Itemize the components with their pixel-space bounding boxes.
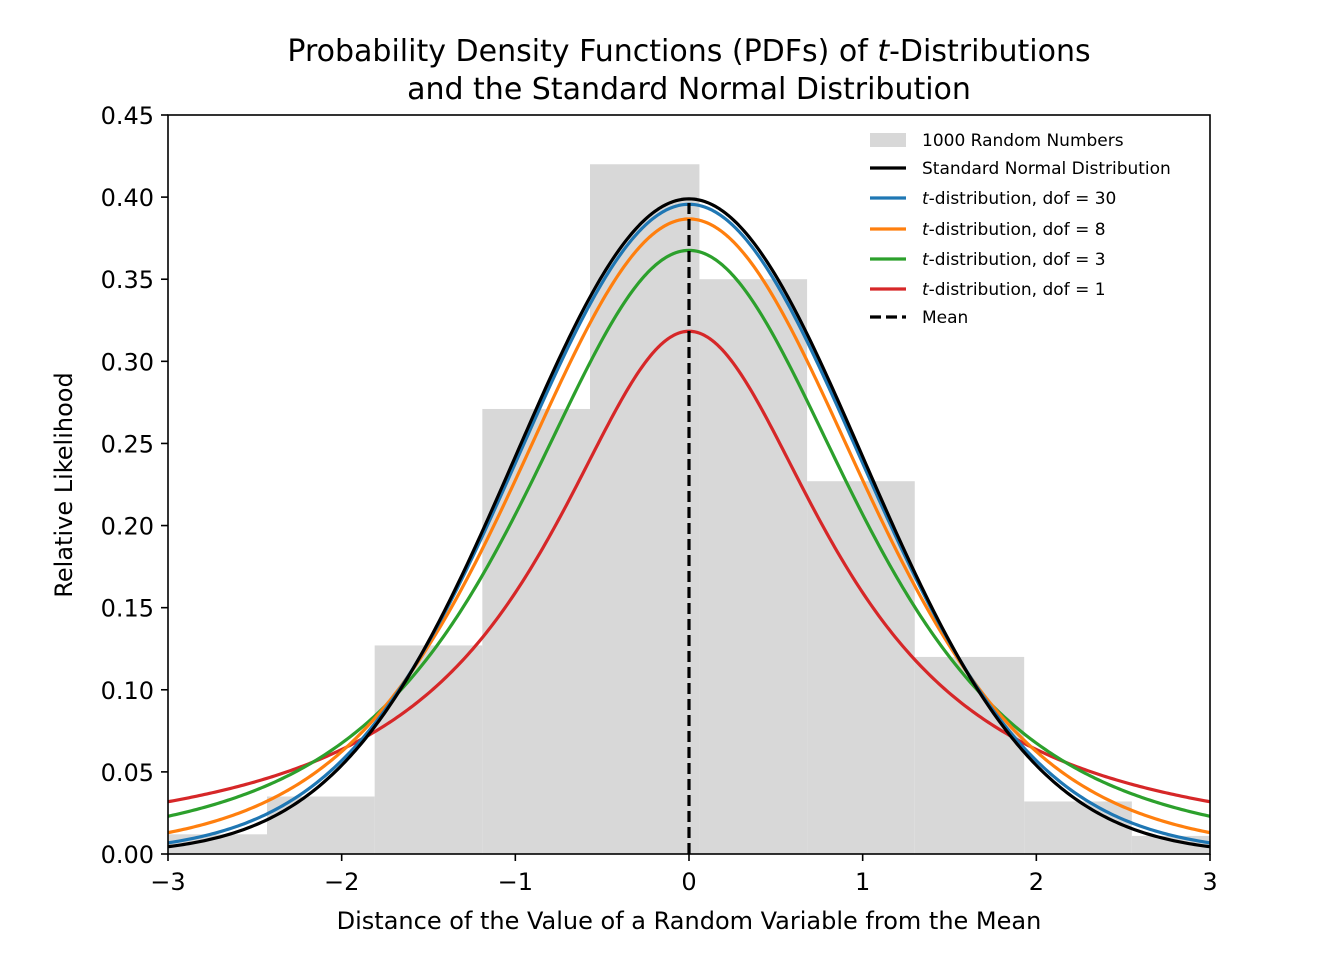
y-tick-label: 0.35: [101, 266, 154, 294]
histogram-bars: [168, 164, 1210, 854]
legend-label-mean: Mean: [922, 308, 968, 328]
x-axis-ticks: −3 −2 −1 0 1 2 3: [150, 854, 1218, 896]
x-tick-label: −2: [324, 868, 359, 896]
y-axis-ticks: 0.00 0.05 0.10 0.15 0.20 0.25 0.30 0.35 0.40 0.45: [101, 102, 168, 869]
legend: 1000 Random Numbers Standard Normal Distr…: [870, 131, 1171, 328]
histogram-bar: [914, 656, 1025, 854]
y-tick-label: 0.30: [101, 348, 154, 376]
y-tick-label: 0.05: [101, 759, 154, 787]
x-tick-label: 3: [1202, 868, 1217, 896]
y-tick-label: 0.10: [101, 677, 154, 705]
x-tick-label: 0: [681, 868, 696, 896]
legend-label-t-dof-3: t-distribution, dof = 3: [922, 250, 1106, 270]
chart-title-line2: and the Standard Normal Distribution: [407, 72, 971, 107]
legend-label-t-dof-8: t-distribution, dof = 8: [922, 220, 1106, 240]
histogram-bar: [807, 481, 915, 854]
histogram-bar: [1024, 801, 1132, 854]
x-axis-label: Distance of the Value of a Random Variab…: [337, 907, 1042, 935]
histogram-bar: [590, 164, 700, 854]
y-tick-label: 0.15: [101, 595, 154, 623]
t-dist-dof-8-curve: [168, 217, 1210, 835]
y-axis-label: Relative Likelihood: [50, 372, 78, 597]
y-tick-label: 0.45: [101, 102, 154, 130]
legend-label-standard-normal: Standard Normal Distribution: [922, 159, 1171, 179]
y-tick-label: 0.25: [101, 430, 154, 458]
legend-label-t-dof-30: t-distribution, dof = 30: [922, 189, 1116, 209]
legend-label-histogram: 1000 Random Numbers: [922, 131, 1124, 151]
chart-title-line1: Probability Density Functions (PDFs) of …: [287, 34, 1090, 69]
y-tick-label: 0.40: [101, 184, 154, 212]
standard-normal-curve: [168, 197, 1210, 849]
legend-label-t-dof-1: t-distribution, dof = 1: [922, 280, 1106, 300]
legend-swatch-histogram: [870, 133, 906, 147]
histogram-bar: [699, 279, 808, 854]
x-tick-label: 2: [1029, 868, 1044, 896]
chart-title: Probability Density Functions (PDFs) of …: [287, 34, 1090, 107]
histogram-bar: [374, 645, 483, 854]
histogram-bar: [482, 408, 591, 854]
y-tick-label: 0.00: [101, 841, 154, 869]
t-dist-dof-3-curve: [168, 248, 1210, 818]
x-tick-label: −1: [498, 868, 533, 896]
y-tick-label: 0.20: [101, 513, 154, 541]
x-tick-label: −3: [150, 868, 185, 896]
x-tick-label: 1: [855, 868, 870, 896]
